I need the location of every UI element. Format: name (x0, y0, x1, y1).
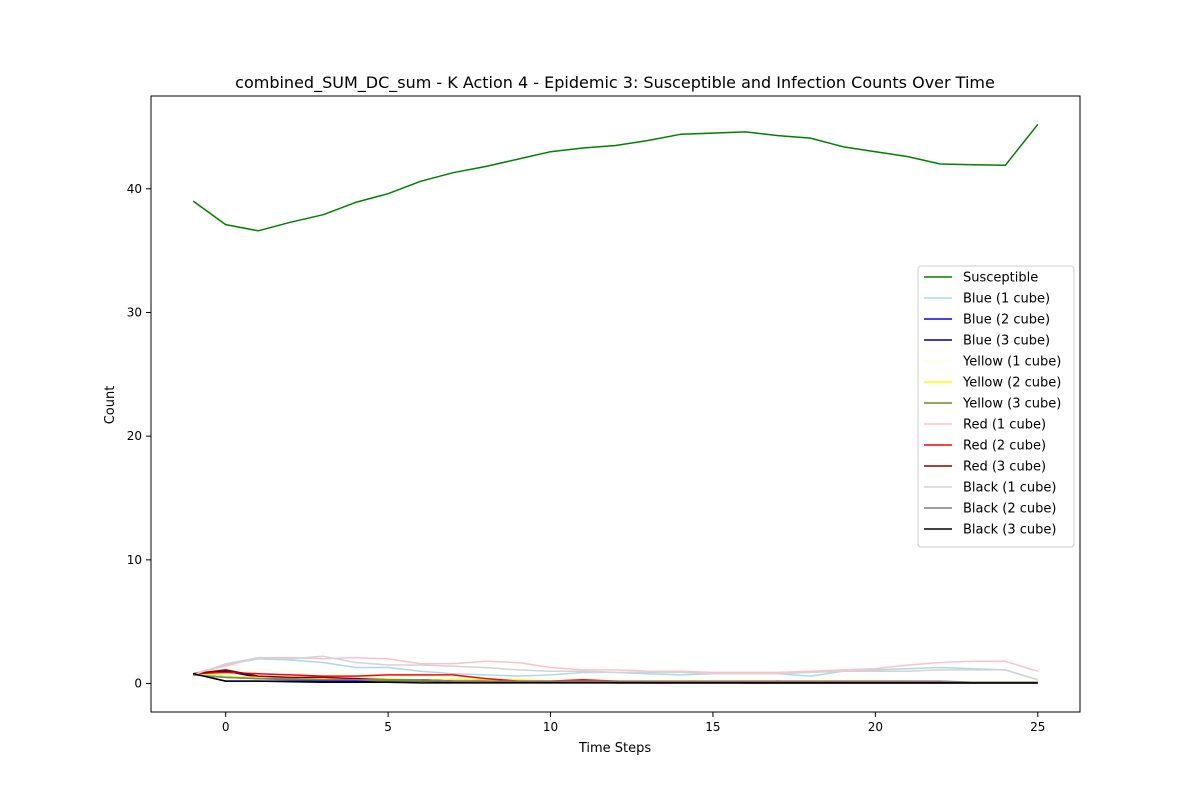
legend-entry: Yellow (1 cube) (962, 355, 1061, 370)
y-tick-label: 40 (127, 182, 142, 196)
x-axis: 0 5 10 15 20 25 (222, 712, 1045, 734)
series-line-black-1-cube (192, 655, 1039, 681)
x-tick-label: 0 (222, 720, 230, 734)
y-axis-label: Count (103, 386, 118, 425)
legend-entry: Black (2 cube) (963, 502, 1057, 517)
plot-frame (150, 95, 1081, 713)
x-tick-label: 10 (543, 720, 558, 734)
plot-area (192, 123, 1039, 684)
legend-entry: Red (1 cube) (963, 418, 1046, 433)
legend-entry: Black (3 cube) (963, 523, 1057, 538)
series-line-susceptible (192, 123, 1039, 232)
y-tick-label: 10 (127, 553, 142, 567)
series-line-black-2-cube (193, 674, 1038, 684)
x-axis-label: Time Steps (578, 741, 652, 756)
legend-entry: Yellow (2 cube) (962, 376, 1061, 391)
y-tick-label: 20 (127, 429, 142, 443)
y-tick-label: 0 (134, 677, 142, 691)
y-tick-label: 30 (127, 305, 142, 319)
legend-entry: Yellow (3 cube) (962, 397, 1061, 412)
legend-box (917, 265, 1075, 548)
y-axis: 0 10 20 30 40 (127, 182, 151, 691)
legend-entry: Blue (1 cube) (963, 292, 1050, 307)
legend-entry: Red (2 cube) (963, 439, 1046, 454)
x-tick-label: 5 (384, 720, 392, 734)
legend-entry: Red (3 cube) (963, 460, 1046, 475)
legend-entry: Blue (2 cube) (963, 313, 1050, 328)
chart-title: combined_SUM_DC_sum - K Action 4 - Epide… (235, 73, 995, 93)
legend-entry: Susceptible (963, 271, 1038, 286)
series-line-black-3-cube (193, 672, 1038, 684)
x-tick-label: 20 (868, 720, 883, 734)
legend-entry: Black (1 cube) (963, 481, 1057, 496)
x-tick-label: 25 (1030, 720, 1045, 734)
x-tick-label: 15 (705, 720, 720, 734)
legend-entry: Blue (3 cube) (963, 334, 1050, 349)
legend: Susceptible Blue (1 cube) Blue (2 cube) Blu… (917, 265, 1075, 548)
